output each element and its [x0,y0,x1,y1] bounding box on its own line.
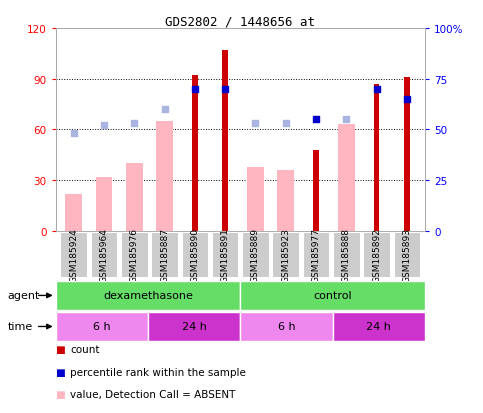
Text: ■: ■ [56,389,65,399]
Text: GSM185891: GSM185891 [221,228,229,282]
Text: 24 h: 24 h [367,322,391,332]
FancyBboxPatch shape [151,232,178,278]
FancyBboxPatch shape [56,282,241,310]
FancyBboxPatch shape [242,232,269,278]
Point [282,121,290,127]
FancyBboxPatch shape [333,313,425,341]
Text: ■: ■ [56,367,65,377]
FancyBboxPatch shape [212,232,239,278]
Point [373,86,381,93]
Text: 6 h: 6 h [278,322,295,332]
Text: GSM185892: GSM185892 [372,228,381,282]
Point [252,121,259,127]
Point [100,123,108,129]
Text: dexamethasone: dexamethasone [103,291,193,301]
Text: ■: ■ [56,344,65,354]
Text: GSM185923: GSM185923 [281,228,290,282]
FancyBboxPatch shape [241,282,425,310]
Text: GSM185976: GSM185976 [130,228,139,282]
Point [312,116,320,123]
Point [403,97,411,103]
Bar [156,122,173,231]
Text: GSM185964: GSM185964 [99,228,109,282]
Text: GSM185889: GSM185889 [251,228,260,282]
FancyBboxPatch shape [303,232,329,278]
Text: percentile rank within the sample: percentile rank within the sample [70,367,246,377]
Text: count: count [70,344,99,354]
Text: 6 h: 6 h [93,322,111,332]
Bar [313,150,319,231]
Bar [222,51,228,231]
Text: agent: agent [7,291,40,301]
Bar [96,177,113,231]
Bar [247,167,264,231]
FancyBboxPatch shape [363,232,390,278]
Text: GSM185890: GSM185890 [190,228,199,282]
FancyBboxPatch shape [333,232,360,278]
FancyBboxPatch shape [91,232,117,278]
Text: time: time [7,322,32,332]
FancyBboxPatch shape [56,313,148,341]
Bar [192,76,198,231]
Point [130,121,138,127]
Point [342,116,350,123]
Bar [374,85,380,231]
FancyBboxPatch shape [148,313,241,341]
FancyBboxPatch shape [272,232,299,278]
Title: GDS2802 / 1448656_at: GDS2802 / 1448656_at [165,15,315,28]
Point [161,107,169,113]
Text: ■: ■ [56,412,65,413]
Bar [126,164,142,231]
Bar [277,171,294,231]
Text: GSM185887: GSM185887 [160,228,169,282]
Text: control: control [313,291,352,301]
Text: GSM185924: GSM185924 [69,228,78,282]
Point [221,86,229,93]
FancyBboxPatch shape [60,232,87,278]
FancyBboxPatch shape [121,232,148,278]
Point [191,86,199,93]
FancyBboxPatch shape [394,232,420,278]
Text: 24 h: 24 h [182,322,207,332]
Point [70,131,78,138]
Bar [338,125,355,231]
FancyBboxPatch shape [241,313,333,341]
Text: GSM185893: GSM185893 [402,228,412,282]
Bar [404,78,410,231]
Text: GSM185888: GSM185888 [342,228,351,282]
Text: rank, Detection Call = ABSENT: rank, Detection Call = ABSENT [70,412,230,413]
FancyBboxPatch shape [182,232,208,278]
Text: GSM185977: GSM185977 [312,228,321,282]
Text: value, Detection Call = ABSENT: value, Detection Call = ABSENT [70,389,235,399]
Bar [65,194,82,231]
